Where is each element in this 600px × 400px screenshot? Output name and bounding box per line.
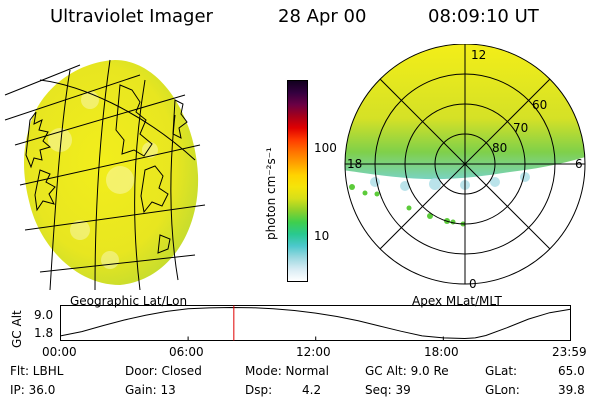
info-mode: Mode: Normal — [245, 364, 329, 378]
info-gain: Gain: 13 — [125, 383, 176, 397]
mlat-label-60: 60 — [532, 98, 547, 112]
alt-xtick-0600: 06:00 — [169, 345, 204, 359]
apex-panel-label: Apex MLat/MLT — [412, 294, 502, 308]
mlt-label-0: 0 — [469, 277, 477, 291]
info-dsp-label: Dsp: — [245, 383, 273, 397]
alt-series-line — [60, 306, 571, 340]
alt-xtick-2359: 23:59 — [552, 345, 587, 359]
altitude-plot — [60, 305, 571, 341]
alt-xtick-0000: 00:00 — [42, 345, 77, 359]
colorbar-tick-100: 100 — [314, 141, 337, 155]
alt-ytick-1-8: 1.8 — [34, 326, 54, 340]
mlt-label-12: 12 — [471, 48, 486, 62]
instrument-title: Ultraviolet Imager — [50, 6, 213, 27]
info-glon-label: GLon: — [485, 383, 520, 397]
geo-emission-disk — [24, 60, 199, 285]
info-ip: IP: 36.0 — [10, 383, 56, 397]
geo-panel-label: Geographic Lat/Lon — [70, 294, 188, 308]
header-time: 08:09:10 UT — [428, 6, 539, 27]
info-dsp-value: 4.2 — [302, 383, 322, 397]
info-gc-alt: GC Alt: 9.0 Re — [365, 364, 449, 378]
alt-xtick-1200: 12:00 — [296, 345, 331, 359]
info-glat-label: GLat: — [485, 364, 518, 378]
mlat-label-70: 70 — [513, 121, 528, 135]
mlat-label-80: 80 — [492, 141, 507, 155]
info-glon-value: 39.8 — [558, 383, 585, 397]
alt-frame — [60, 305, 571, 341]
alt-xtick-1800: 18:00 — [424, 345, 459, 359]
geographic-map — [4, 59, 206, 290]
apex-polar-map: 12 18 6 0 60 70 80 — [344, 44, 586, 291]
alt-ytick-9: 9.0 — [34, 308, 54, 322]
info-door: Door: Closed — [125, 364, 202, 378]
header-date: 28 Apr 00 — [278, 6, 367, 27]
geo-coastlines — [25, 84, 188, 254]
info-glat-value: 65.0 — [558, 364, 585, 378]
info-flt: Flt: LBHL — [10, 364, 64, 378]
colorbar-label: photon cm⁻²s⁻¹ — [264, 147, 278, 240]
apex-grid — [344, 44, 586, 285]
colorbar-tick-10: 10 — [314, 229, 330, 243]
info-seq: Seq: 39 — [365, 383, 411, 397]
alt-ylabel: GC Alt — [10, 310, 24, 348]
mlt-label-18: 18 — [347, 157, 362, 171]
mlt-label-6: 6 — [575, 157, 583, 171]
colorbar — [287, 80, 308, 282]
